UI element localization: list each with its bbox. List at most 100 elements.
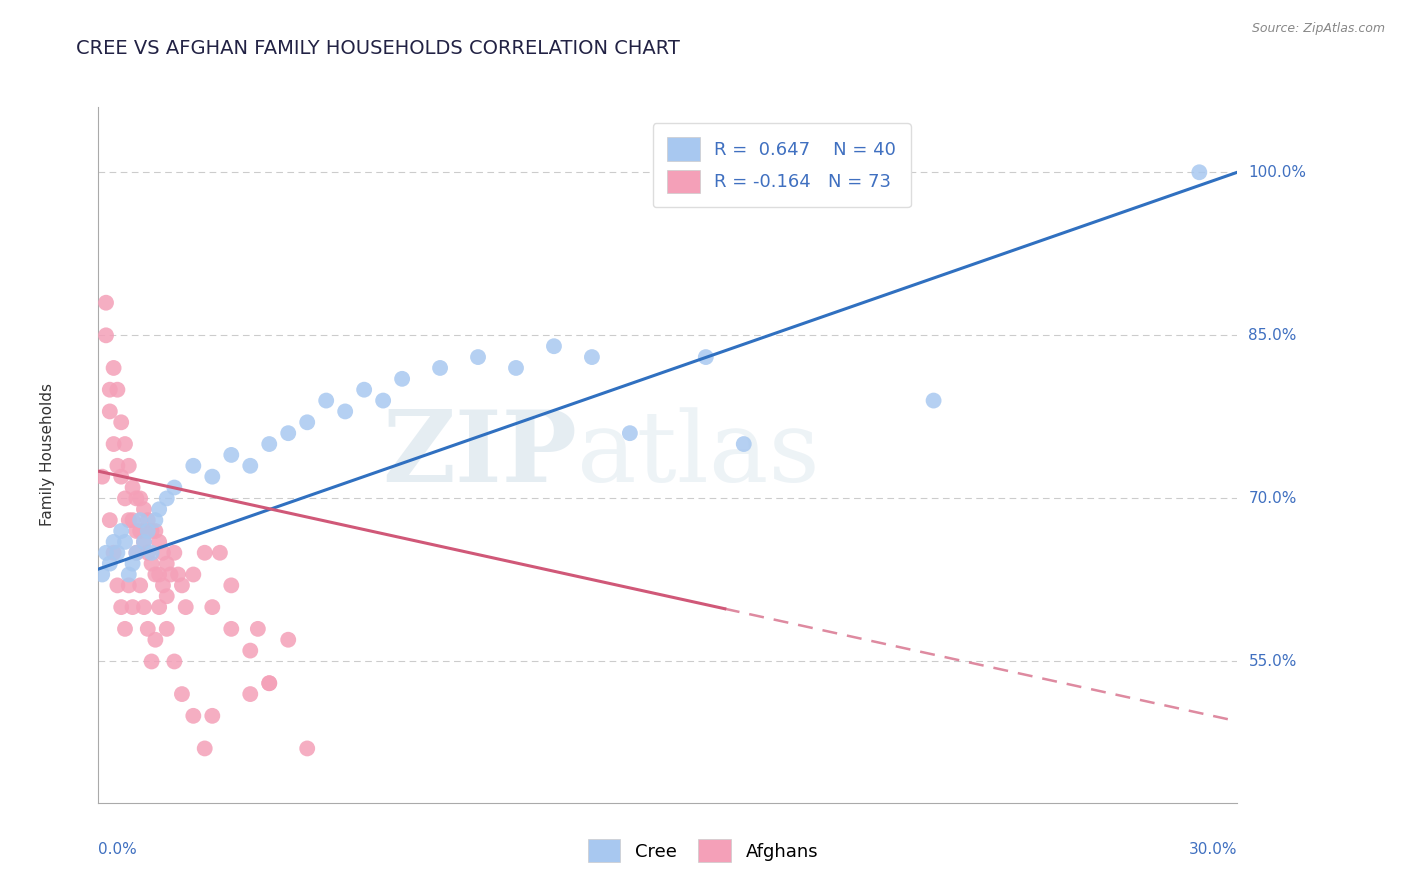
Point — [114, 491, 136, 506]
Point — [136, 513, 159, 527]
Point — [543, 339, 565, 353]
Point — [239, 643, 262, 657]
Point — [733, 437, 755, 451]
Text: CREE VS AFGHAN FAMILY HOUSEHOLDS CORRELATION CHART: CREE VS AFGHAN FAMILY HOUSEHOLDS CORRELA… — [76, 39, 679, 58]
Point — [429, 361, 451, 376]
Point — [246, 622, 269, 636]
Point — [118, 458, 141, 473]
Text: 100.0%: 100.0% — [1249, 165, 1306, 180]
Point — [174, 600, 197, 615]
Point — [141, 557, 163, 571]
Point — [152, 546, 174, 560]
Point — [114, 437, 136, 451]
Point — [98, 513, 121, 527]
Point — [581, 350, 603, 364]
Point — [277, 632, 299, 647]
Point — [505, 361, 527, 376]
Point — [98, 404, 121, 418]
Point — [371, 393, 394, 408]
Point — [136, 524, 159, 538]
Point — [98, 383, 121, 397]
Text: 0.0%: 0.0% — [98, 842, 138, 856]
Point — [94, 546, 117, 560]
Point — [110, 600, 132, 615]
Point — [114, 622, 136, 636]
Point — [170, 578, 193, 592]
Point — [239, 458, 262, 473]
Point — [167, 567, 190, 582]
Point — [163, 655, 186, 669]
Point — [94, 328, 117, 343]
Point — [145, 513, 167, 527]
Point — [156, 557, 179, 571]
Point — [208, 546, 231, 560]
Text: atlas: atlas — [576, 407, 820, 503]
Point — [118, 513, 141, 527]
Point — [163, 481, 186, 495]
Point — [125, 546, 148, 560]
Point — [103, 546, 125, 560]
Point — [141, 546, 163, 560]
Point — [170, 687, 193, 701]
Point — [353, 383, 375, 397]
Point — [141, 524, 163, 538]
Point — [121, 513, 143, 527]
Point — [391, 372, 413, 386]
Text: 30.0%: 30.0% — [1189, 842, 1237, 856]
Point — [129, 524, 152, 538]
Point — [297, 415, 319, 429]
Point — [315, 393, 337, 408]
Point — [183, 708, 205, 723]
Point — [141, 655, 163, 669]
Point — [277, 426, 299, 441]
Point — [148, 600, 170, 615]
Point — [221, 448, 243, 462]
Point — [183, 458, 205, 473]
Point — [156, 491, 179, 506]
Point — [107, 578, 129, 592]
Point — [110, 469, 132, 483]
Point — [259, 437, 281, 451]
Point — [136, 622, 159, 636]
Point — [148, 502, 170, 516]
Point — [132, 502, 155, 516]
Point — [467, 350, 489, 364]
Point — [129, 578, 152, 592]
Point — [103, 361, 125, 376]
Point — [118, 567, 141, 582]
Point — [159, 567, 181, 582]
Point — [221, 578, 243, 592]
Point — [695, 350, 717, 364]
Legend: Cree, Afghans: Cree, Afghans — [581, 832, 825, 870]
Point — [129, 513, 152, 527]
Point — [107, 458, 129, 473]
Point — [148, 567, 170, 582]
Point — [201, 600, 224, 615]
Point — [110, 524, 132, 538]
Point — [132, 600, 155, 615]
Point — [619, 426, 641, 441]
Point — [194, 546, 217, 560]
Point — [156, 589, 179, 603]
Text: ZIP: ZIP — [382, 407, 576, 503]
Text: Family Households: Family Households — [39, 384, 55, 526]
Point — [118, 578, 141, 592]
Text: 55.0%: 55.0% — [1249, 654, 1296, 669]
Point — [136, 546, 159, 560]
Point — [145, 632, 167, 647]
Point — [132, 534, 155, 549]
Point — [145, 567, 167, 582]
Point — [121, 600, 143, 615]
Point — [114, 534, 136, 549]
Point — [1188, 165, 1211, 179]
Point — [103, 437, 125, 451]
Text: 70.0%: 70.0% — [1249, 491, 1296, 506]
Text: 85.0%: 85.0% — [1249, 328, 1296, 343]
Point — [201, 708, 224, 723]
Point — [922, 393, 945, 408]
Point — [221, 622, 243, 636]
Point — [91, 469, 114, 483]
Point — [107, 546, 129, 560]
Point — [145, 524, 167, 538]
Point — [125, 524, 148, 538]
